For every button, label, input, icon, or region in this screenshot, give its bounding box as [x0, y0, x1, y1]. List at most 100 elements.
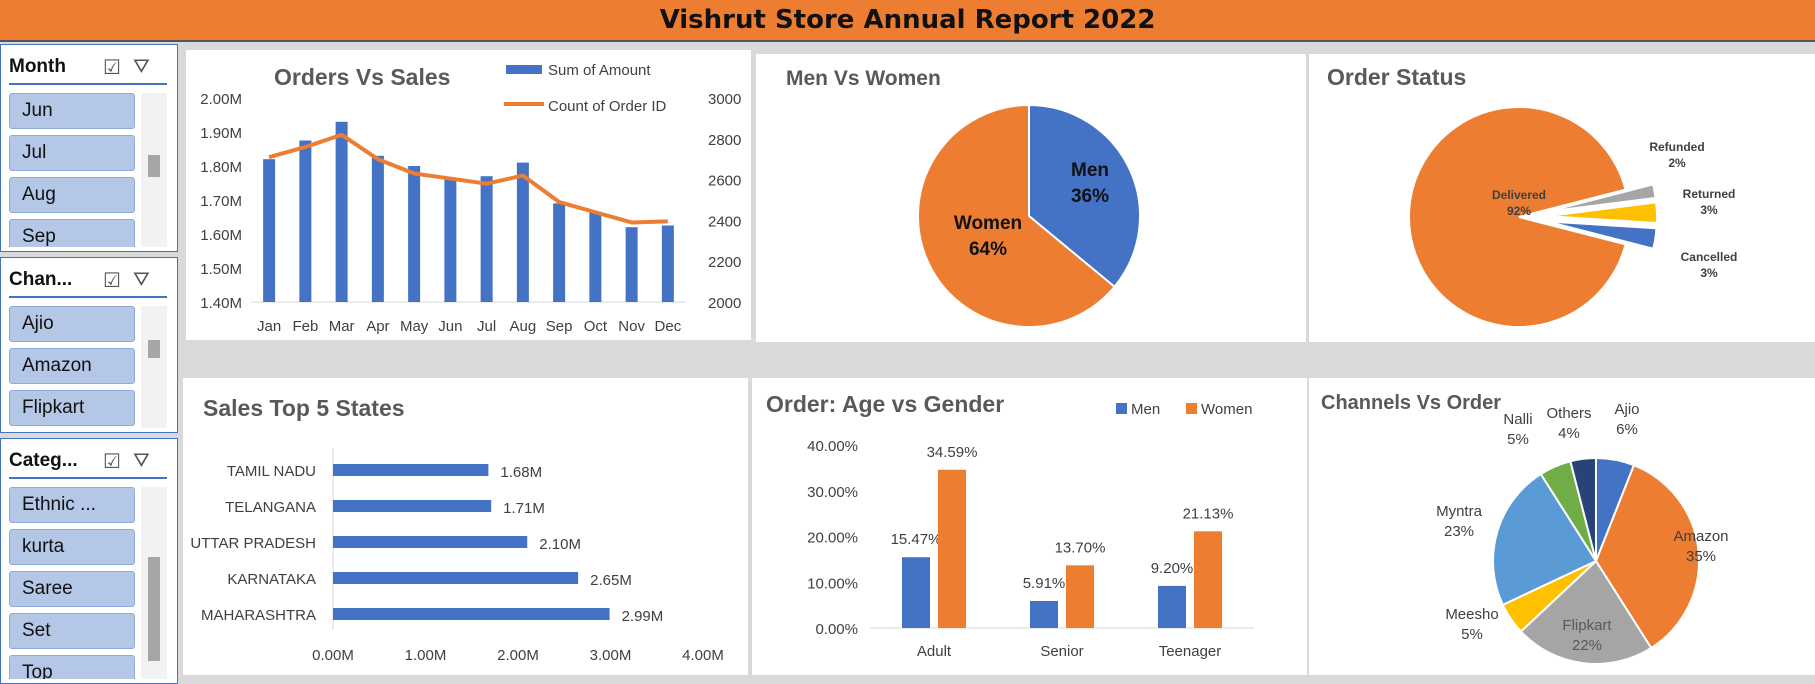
clear-filter-icon[interactable]: ⛛ [132, 449, 150, 472]
orders-vs-sales-panel: Orders Vs Sales Sum of Amount Count of Ord… [186, 50, 751, 340]
data-label: 34.59% [927, 444, 978, 461]
channels-vs-order-panel: Channels Vs Order Ajio 6% Amazon 35% Flipkart… [1309, 378, 1815, 675]
slice-pct: 5% [1507, 431, 1529, 448]
data-label: 13.70% [1055, 539, 1106, 556]
multi-select-icon[interactable]: ☑ [103, 450, 121, 473]
x-tick: Jun [438, 318, 462, 335]
slice-label: Cancelled [1681, 250, 1738, 264]
y-left-tick: 1.70M [200, 193, 242, 210]
slice-pct: 6% [1616, 421, 1638, 438]
slicer-item[interactable]: Ethnic ... [9, 487, 135, 523]
slice-label: Refunded [1649, 140, 1704, 154]
slicer-item[interactable]: Saree [9, 571, 135, 607]
y-tick: 10.00% [807, 575, 858, 592]
slicer-0: Month ☑ ⛛ Jun Jul Aug Sep [0, 44, 178, 252]
x-tick: Dec [655, 318, 682, 335]
y-left-tick: 1.80M [200, 159, 242, 176]
bar [333, 464, 489, 476]
slicer-item[interactable]: Jun [9, 93, 135, 129]
order-status-panel: Order Status Delivered 92% Refunded 2% Return… [1309, 54, 1815, 342]
pie-slice [1408, 106, 1627, 328]
slicer-item[interactable]: Flipkart [9, 390, 135, 426]
slicer-header: Chan... ☑ ⛛ [9, 264, 167, 298]
chart-title: Men Vs Women [786, 67, 941, 90]
slicer-title: Month [9, 56, 66, 77]
bar [1158, 585, 1186, 628]
multi-select-icon[interactable]: ☑ [103, 269, 121, 292]
series-line [268, 132, 668, 225]
x-tick: Adult [917, 643, 952, 660]
slice-pct: 22% [1572, 637, 1602, 654]
slicer-item[interactable]: Sep [9, 219, 135, 247]
slicer-item[interactable]: Jul [9, 135, 135, 171]
slicer-item[interactable]: Amazon [9, 348, 135, 384]
bar [1194, 531, 1222, 628]
legend-label: Count of Order ID [548, 98, 667, 115]
slicer-item[interactable]: kurta [9, 529, 135, 565]
report-title-bar: Vishrut Store Annual Report 2022 [0, 0, 1815, 42]
bar [333, 500, 492, 512]
x-tick: Jul [477, 318, 496, 335]
bar [480, 176, 493, 302]
x-tick: May [400, 318, 429, 335]
legend-label: Women [1201, 401, 1252, 418]
report-title: Vishrut Store Annual Report 2022 [659, 5, 1156, 35]
pie-slice [1546, 220, 1658, 250]
chart-title: Order: Age vs Gender [766, 391, 1004, 417]
scrollbar-thumb[interactable] [148, 155, 160, 177]
slicer-item[interactable]: Aug [9, 177, 135, 213]
bar [661, 225, 674, 302]
slice-pct: 36% [1071, 186, 1109, 207]
y-left-tick: 1.50M [200, 261, 242, 278]
data-label: 21.13% [1183, 505, 1234, 522]
pie-slice [917, 103, 1116, 328]
pie-slice [1492, 472, 1598, 607]
x-tick: Jan [257, 318, 281, 335]
y-right-tick: 2600 [708, 173, 741, 190]
x-tick: Nov [618, 318, 645, 335]
slicer-scrollbar[interactable] [141, 93, 167, 247]
y-tick: TAMIL NADU [227, 463, 316, 480]
scrollbar-thumb[interactable] [148, 557, 160, 661]
slicer-item[interactable]: Top [9, 655, 135, 679]
y-tick: KARNATAKA [227, 571, 316, 588]
bar [625, 227, 638, 302]
pie-slice [1594, 463, 1700, 650]
chart-title: Sales Top 5 States [203, 395, 405, 421]
clear-filter-icon[interactable]: ⛛ [132, 55, 150, 78]
clear-filter-icon[interactable]: ⛛ [132, 268, 150, 291]
slice-pct: 23% [1444, 523, 1474, 540]
slice-pct: 3% [1700, 203, 1718, 217]
y-right-tick: 2400 [708, 213, 741, 230]
slicer-items: Ethnic ... kurta Saree Set Top [9, 487, 135, 679]
slicer-scrollbar[interactable] [141, 306, 167, 428]
x-tick: Apr [366, 318, 389, 335]
legend-swatch [1186, 403, 1197, 414]
x-tick: Sep [546, 318, 573, 335]
y-right-tick: 2800 [708, 132, 741, 149]
legend-swatch [1116, 403, 1127, 414]
slicer-item[interactable]: Ajio [9, 306, 135, 342]
scrollbar-thumb[interactable] [148, 340, 160, 358]
multi-select-icon[interactable]: ☑ [103, 56, 121, 79]
slice-label: Others [1546, 405, 1591, 422]
y-tick: 40.00% [807, 438, 858, 455]
chart-title: Orders Vs Sales [274, 64, 450, 90]
data-label: 5.91% [1023, 575, 1066, 592]
y-tick: UTTAR PRADESH [190, 535, 316, 552]
slice-pct: 3% [1700, 266, 1718, 280]
legend-label: Sum of Amount [548, 62, 651, 79]
slicer-scrollbar[interactable] [141, 487, 167, 679]
bar [938, 469, 966, 628]
legend-label: Men [1131, 401, 1160, 418]
data-label: 1.68M [500, 464, 542, 481]
chart-title: Order Status [1327, 64, 1466, 90]
bar [333, 608, 610, 620]
bar [333, 572, 579, 584]
x-tick: 2.00M [497, 647, 539, 664]
x-tick: Oct [584, 318, 608, 335]
y-tick: 0.00% [815, 621, 858, 638]
slicer-item[interactable]: Set [9, 613, 135, 649]
bar [902, 557, 930, 628]
pie-slice [1519, 559, 1653, 665]
